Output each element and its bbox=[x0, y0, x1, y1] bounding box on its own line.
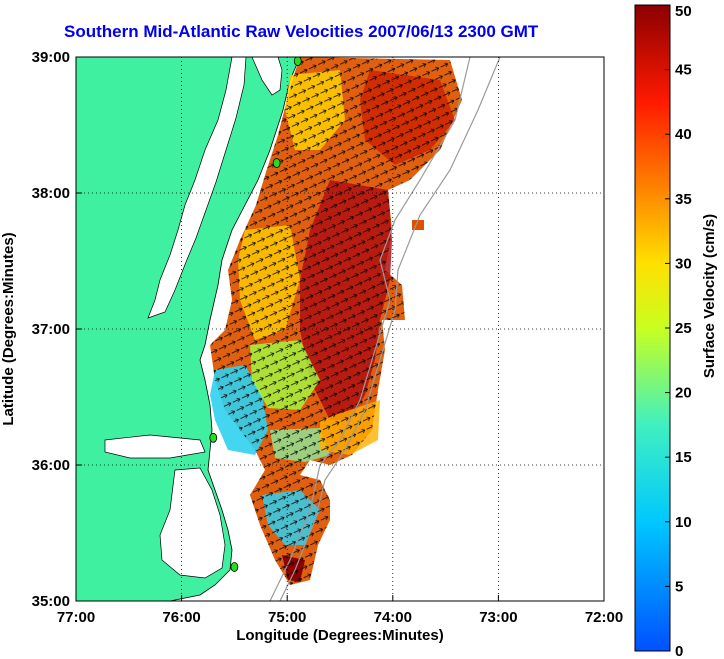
colorbar-tick-label: 45 bbox=[675, 62, 692, 79]
colorbar-tick-label: 10 bbox=[675, 514, 692, 531]
x-tick-label: 74:00 bbox=[374, 609, 412, 626]
radar-stations bbox=[209, 57, 302, 572]
pamlico-sound bbox=[159, 467, 226, 579]
x-tick-label: 73:00 bbox=[479, 609, 517, 626]
y-tick-label: 35:00 bbox=[32, 593, 70, 610]
y-tick-label: 36:00 bbox=[32, 457, 70, 474]
x-axis-label: Longitude (Degrees:Minutes) bbox=[236, 627, 444, 644]
station-marker bbox=[293, 57, 302, 66]
station-marker bbox=[230, 562, 239, 572]
colorbar-tick-label: 50 bbox=[675, 3, 692, 20]
y-axis-label: Latitude (Degrees:Minutes) bbox=[0, 232, 17, 425]
y-tick-label: 38:00 bbox=[32, 185, 70, 202]
colorbar-tick-label: 5 bbox=[675, 578, 683, 595]
x-axis-ticks: 77:00 76:00 75:00 74:00 73:00 72:00 bbox=[57, 595, 623, 626]
albemarle-sound bbox=[104, 434, 206, 459]
colorbar-ticks: 0 5 10 15 20 25 30 35 40 45 50 bbox=[665, 3, 692, 659]
y-tick-label: 37:00 bbox=[32, 321, 70, 338]
station-marker bbox=[272, 158, 281, 168]
map-title: Southern Mid-Atlantic Raw Velocities 200… bbox=[64, 22, 539, 41]
colorbar-tick-label: 15 bbox=[675, 449, 692, 466]
colorbar bbox=[634, 4, 671, 652]
x-tick-label: 75:00 bbox=[268, 609, 306, 626]
map-grid bbox=[76, 57, 604, 601]
x-tick-label: 77:00 bbox=[57, 609, 95, 626]
colorbar-tick-label: 20 bbox=[675, 385, 692, 402]
y-tick-label: 39:00 bbox=[32, 49, 70, 66]
y-axis-ticks: 39:00 38:00 37:00 36:00 35:00 bbox=[32, 49, 82, 610]
colorbar-label: Surface Velocity (cm/s) bbox=[701, 214, 718, 378]
x-tick-label: 76:00 bbox=[162, 609, 200, 626]
delaware-bay bbox=[251, 57, 283, 96]
colorbar-tick-label: 35 bbox=[675, 191, 692, 208]
colorbar-tick-label: 0 bbox=[675, 643, 683, 659]
colorbar-tick-label: 30 bbox=[675, 255, 692, 272]
velocity-field bbox=[210, 57, 462, 585]
station-marker bbox=[209, 432, 218, 443]
colorbar-tick-label: 40 bbox=[675, 126, 692, 143]
chesapeake-bay bbox=[147, 57, 247, 319]
x-tick-label: 72:00 bbox=[585, 609, 623, 626]
bathymetry-contours bbox=[269, 57, 501, 601]
colorbar-tick-label: 25 bbox=[675, 320, 692, 337]
